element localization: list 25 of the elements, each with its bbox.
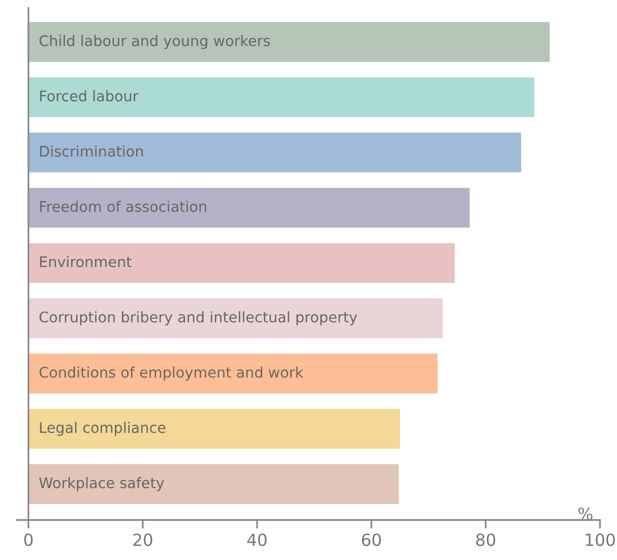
y-tick-label: Conditions of employment and work	[40, 366, 304, 381]
y-tick-label: Environment	[40, 256, 132, 268]
bar	[28, 464, 399, 504]
bar	[28, 188, 470, 228]
bar	[28, 408, 400, 449]
x-tick-label: 60	[362, 533, 381, 546]
bar	[28, 77, 534, 118]
y-tick-label: Legal compliance	[40, 422, 166, 436]
bar	[28, 22, 550, 62]
bar	[28, 243, 455, 283]
y-tick-label: Child labour and young workers	[40, 34, 270, 50]
y-tick-label: Corruption bribery and intellectual property	[40, 311, 358, 326]
x-tick-label: 100	[586, 533, 615, 546]
bar	[28, 354, 438, 394]
y-tick-label: Discrimination	[40, 145, 143, 157]
x-tick-label: 40	[247, 533, 267, 546]
bar	[28, 298, 443, 338]
x-tick-label: 0	[24, 533, 33, 546]
bar	[28, 132, 522, 172]
y-tick-label: Freedom of association	[40, 200, 206, 212]
x-axis-title: %	[578, 507, 592, 520]
x-tick-label: 20	[133, 533, 152, 546]
y-tick-label: Workplace safety	[39, 477, 164, 492]
x-tick-label: 80	[476, 533, 496, 546]
y-tick-label: Forced labour	[40, 90, 138, 102]
